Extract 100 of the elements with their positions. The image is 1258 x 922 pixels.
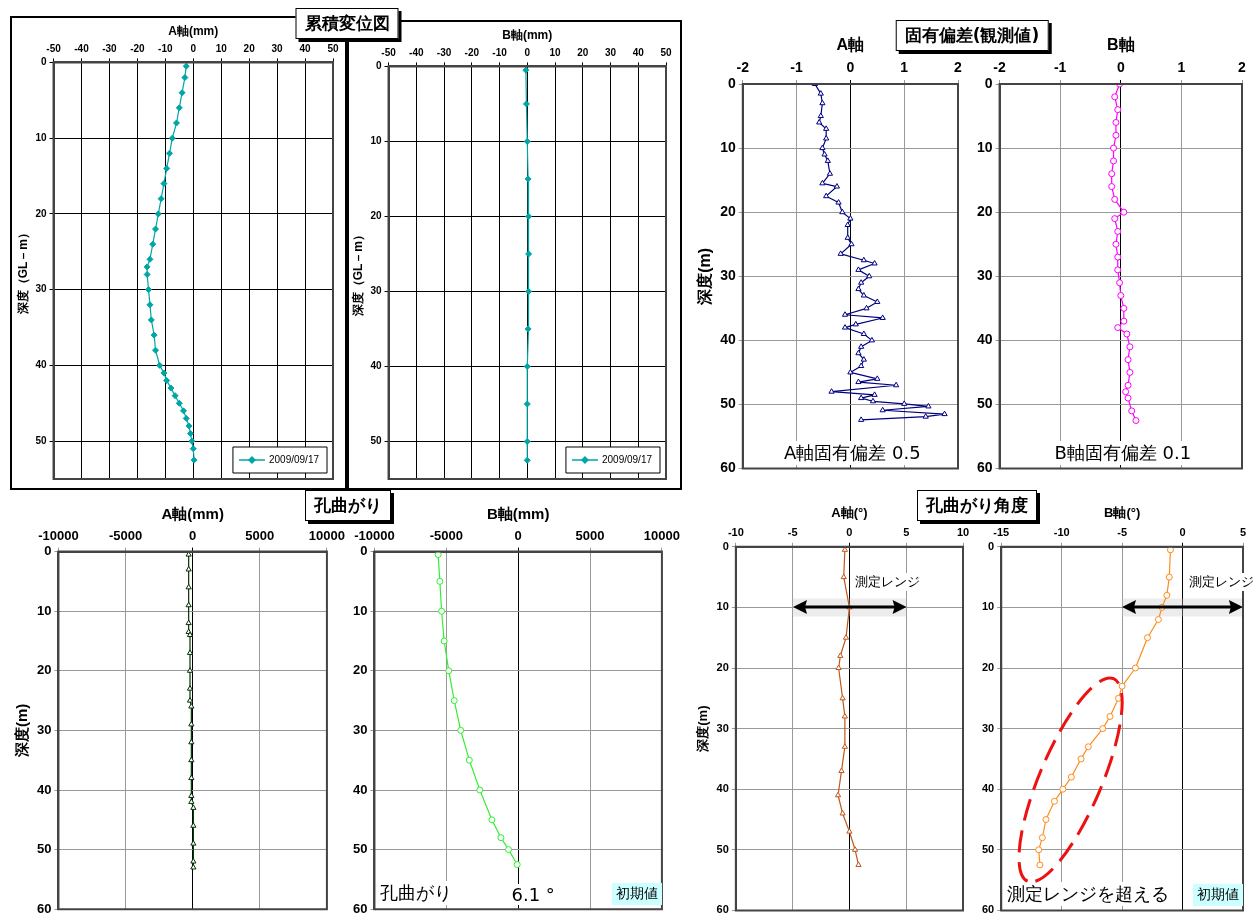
annotation: A軸固有偏差 0.5 — [782, 440, 923, 465]
band-label: 測定レンジ — [855, 573, 921, 592]
chart-title: 固有偏差(観測値) — [895, 20, 1049, 51]
y-tick-label: 0 — [988, 539, 995, 552]
legend-label: 2009/09/17 — [601, 453, 653, 465]
x-tick-label: -20 — [464, 47, 480, 59]
y-tick-label: 30 — [36, 721, 52, 737]
x-tick-label: 40 — [299, 43, 312, 55]
y-tick-label: 10 — [35, 131, 47, 143]
annotation: 測定レンジを超える — [1005, 882, 1172, 907]
y-tick-label: 10 — [716, 600, 729, 613]
x-tick-label: 0 — [846, 526, 853, 539]
x-tick-label: 40 — [632, 47, 645, 59]
x-tick-label: 0 — [1116, 59, 1125, 76]
annotation: B軸固有偏差 0.1 — [1052, 440, 1194, 465]
y-tick-label: 20 — [352, 662, 368, 678]
y-tick-label: 30 — [716, 721, 729, 734]
y-tick-label: 20 — [370, 210, 382, 222]
x-tick-label: -2 — [993, 59, 1007, 76]
x-tick-label: 1 — [900, 59, 909, 76]
x-tick-label: -10 — [727, 526, 744, 539]
y-tick-label: 30 — [981, 721, 995, 734]
x-tick-label: -50 — [46, 43, 62, 55]
x-tick-label: -2 — [736, 59, 750, 76]
x-tick-label: 2 — [954, 59, 963, 76]
legend-label: 2009/09/17 — [268, 453, 320, 465]
y-tick-label: 20 — [720, 203, 736, 220]
y-tick-label: 50 — [976, 395, 993, 412]
x-tick-label: -30 — [436, 47, 452, 59]
y-tick-label: 0 — [44, 543, 52, 559]
x-tick-label: -1 — [1053, 59, 1067, 76]
x-tick-label: -30 — [102, 43, 118, 55]
y-tick-label: 50 — [981, 842, 995, 855]
y-tick-label: 10 — [370, 135, 382, 147]
x-tick-label: 0 — [190, 43, 197, 55]
band-label: 測定レンジ — [1188, 573, 1254, 592]
annotation: 初期値 — [611, 883, 662, 906]
y-tick-label: 30 — [352, 721, 368, 737]
x-tick-label: -10 — [1053, 526, 1070, 539]
x-tick-label: 0 — [1179, 526, 1186, 539]
x-tick-label: 5 — [903, 526, 910, 539]
x-tick-label: 0 — [189, 528, 197, 544]
annotation: 孔曲がり — [378, 881, 455, 906]
y-tick-label: 10 — [720, 138, 736, 155]
y-tick-label: 50 — [352, 841, 368, 857]
y-tick-label: 20 — [36, 662, 52, 678]
x-tick-label: -15 — [993, 526, 1010, 539]
x-tick-label: -20 — [130, 43, 146, 55]
x-tick-label: 1 — [1177, 59, 1186, 76]
x-tick-label: -5000 — [108, 528, 143, 544]
y-axis-title: 深度(m) — [695, 247, 714, 306]
x-tick-label: -40 — [409, 47, 424, 59]
x-tick-label: 50 — [327, 43, 339, 55]
x-tick-label: -1 — [790, 59, 804, 76]
x-axis-title: A軸(mm) — [161, 505, 224, 523]
x-axis-title: B軸(°) — [1103, 505, 1141, 521]
x-tick-label: 10 — [956, 526, 970, 539]
x-axis-title: A軸(°) — [831, 505, 868, 521]
y-tick-label: 60 — [352, 900, 368, 916]
x-tick-label: -40 — [74, 43, 90, 55]
y-tick-label: 60 — [36, 900, 52, 916]
y-tick-label: 40 — [981, 782, 995, 795]
chart-title: 孔曲がり — [305, 490, 391, 521]
annotation: 初期値 — [1192, 884, 1243, 907]
x-tick-label: -10000 — [38, 528, 79, 544]
y-tick-label: 40 — [35, 359, 47, 371]
y-tick-label: 20 — [35, 207, 47, 219]
y-tick-label: 0 — [360, 543, 368, 559]
x-tick-label: 5000 — [575, 528, 605, 544]
y-axis-title: 深度（GL－m） — [350, 229, 365, 318]
y-tick-label: 30 — [370, 285, 382, 297]
y-tick-label: 10 — [976, 138, 993, 155]
y-tick-label: 50 — [716, 842, 729, 855]
y-tick-label: 0 — [722, 539, 729, 552]
x-axis-title: A軸 — [836, 36, 865, 54]
annotation: 6.1 ° — [509, 884, 557, 906]
y-tick-label: 10 — [981, 600, 995, 613]
y-tick-label: 50 — [370, 435, 382, 447]
y-tick-label: 10 — [352, 602, 368, 618]
y-tick-label: 20 — [716, 661, 729, 674]
x-tick-label: -10 — [158, 43, 173, 55]
y-tick-label: 40 — [976, 331, 993, 348]
y-tick-label: 40 — [36, 781, 52, 797]
y-tick-label: 30 — [720, 267, 736, 284]
x-tick-label: 2 — [1238, 59, 1247, 76]
y-tick-label: 60 — [981, 903, 995, 916]
y-tick-label: 50 — [720, 395, 736, 412]
x-tick-label: 10 — [215, 43, 228, 55]
y-tick-label: 30 — [35, 283, 47, 295]
x-tick-label: -50 — [381, 47, 397, 59]
y-tick-label: 40 — [370, 360, 382, 372]
y-tick-label: 20 — [981, 661, 995, 674]
x-tick-label: -5 — [787, 526, 798, 539]
x-tick-label: 30 — [271, 43, 284, 55]
x-tick-label: 10000 — [643, 528, 680, 544]
x-axis-title: B軸 — [1107, 36, 1135, 54]
y-tick-label: 60 — [716, 903, 729, 916]
y-tick-label: 40 — [720, 331, 736, 348]
y-tick-label: 60 — [720, 459, 736, 476]
y-axis-title: 深度（GL－m） — [15, 227, 30, 316]
